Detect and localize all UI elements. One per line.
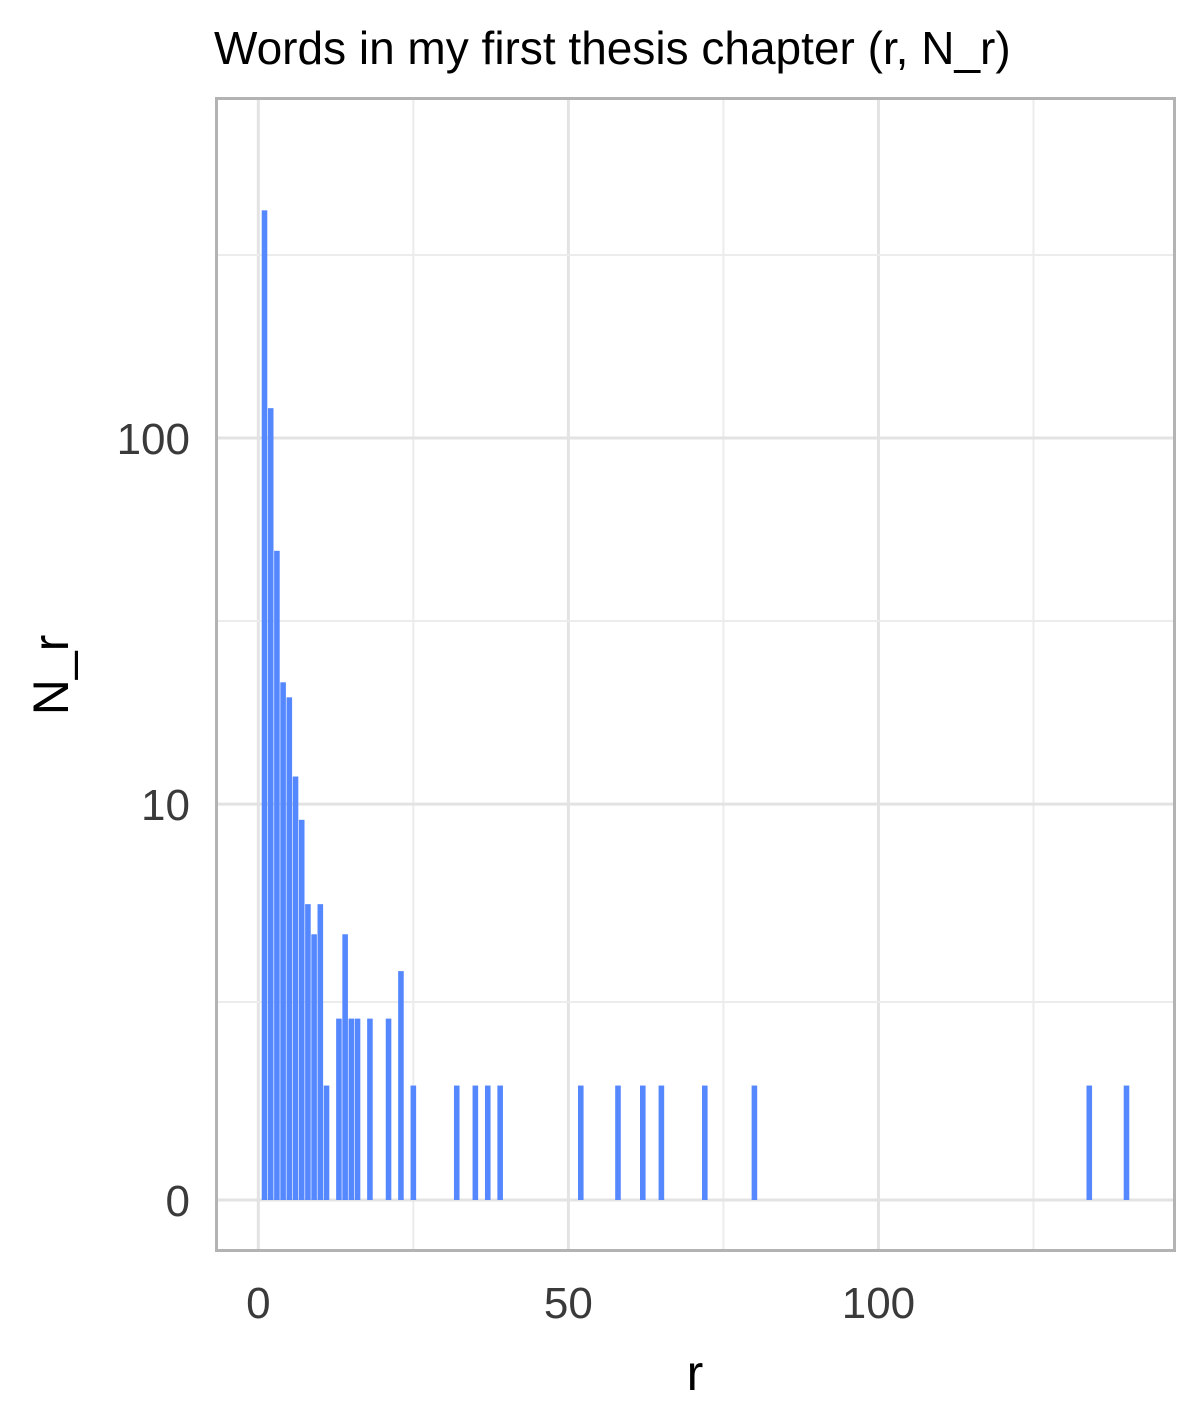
tick-labels: 0 50 100 0 10 100 — [117, 415, 916, 1328]
bar — [348, 1018, 355, 1200]
x-tick-label: 50 — [544, 1279, 593, 1328]
bar — [497, 1085, 503, 1200]
y-tick-label: 10 — [141, 781, 190, 830]
bar — [658, 1085, 665, 1200]
bar — [286, 697, 293, 1200]
bar — [342, 934, 348, 1200]
bar — [267, 408, 274, 1200]
x-tick-label: 100 — [842, 1279, 915, 1328]
bar — [367, 1018, 373, 1200]
y-tick-label: 100 — [117, 415, 190, 464]
bar — [484, 1085, 491, 1200]
bar — [453, 1085, 460, 1200]
bar — [1086, 1085, 1093, 1200]
bar — [472, 1085, 479, 1200]
bar — [298, 819, 305, 1200]
bar — [336, 1018, 342, 1200]
bar — [311, 934, 317, 1200]
x-axis-title: r — [687, 1345, 704, 1401]
bar — [398, 971, 404, 1200]
plot-frame — [215, 97, 1176, 1252]
bar — [702, 1085, 708, 1200]
bar — [323, 1085, 330, 1200]
bar — [615, 1085, 621, 1200]
x-tick-label: 0 — [246, 1279, 270, 1328]
bar — [577, 1085, 584, 1200]
y-tick-label: 0 — [166, 1177, 190, 1226]
bar — [292, 776, 299, 1200]
chart-title: Words in my first thesis chapter (r, N_r… — [214, 22, 1011, 74]
bar — [385, 1018, 392, 1200]
bar — [305, 904, 311, 1200]
bar — [317, 904, 324, 1200]
bar — [354, 1018, 361, 1200]
bar — [274, 550, 280, 1200]
bar — [410, 1085, 417, 1200]
bars — [261, 210, 1130, 1201]
bar — [261, 210, 268, 1201]
grid — [218, 100, 1173, 1249]
bar — [280, 682, 286, 1200]
bar — [640, 1085, 646, 1200]
bar — [1123, 1085, 1130, 1200]
y-axis-title: N_r — [23, 635, 79, 716]
bar — [751, 1085, 758, 1200]
